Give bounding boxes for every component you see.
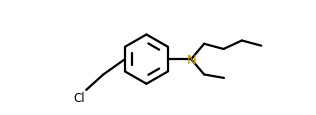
- Text: N: N: [187, 54, 197, 67]
- Text: Cl: Cl: [74, 91, 85, 104]
